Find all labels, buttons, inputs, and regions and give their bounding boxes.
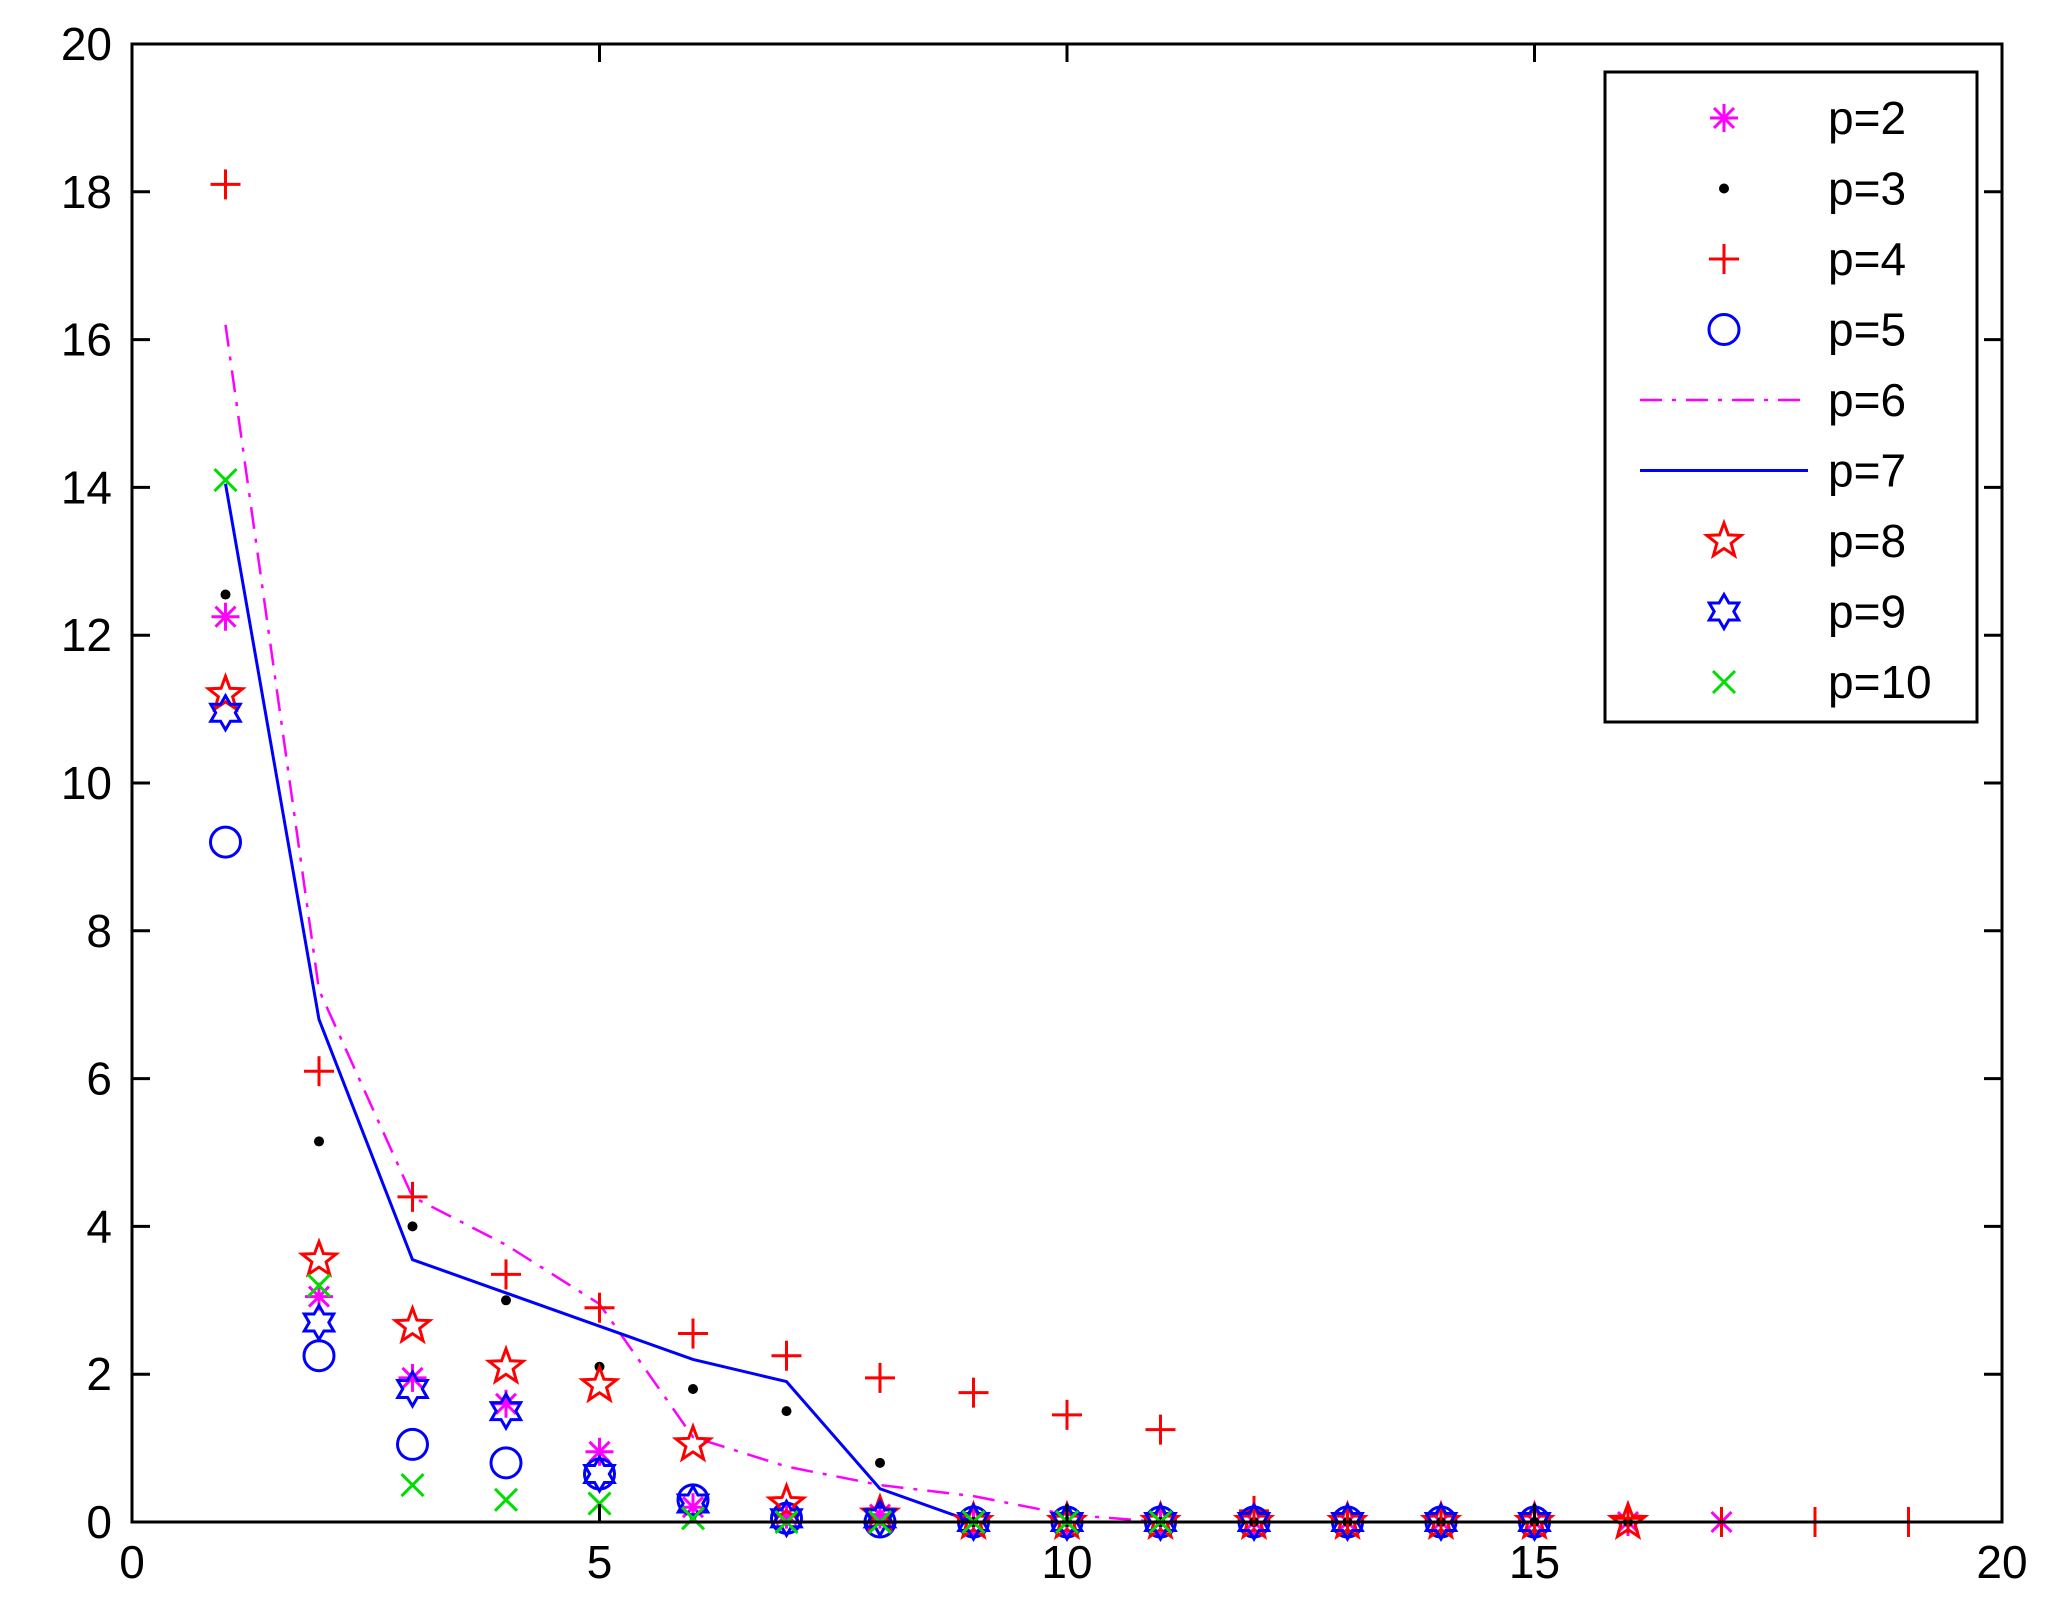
legend-swatch-p-4 bbox=[1709, 244, 1739, 274]
data-point-p-4 bbox=[958, 1377, 989, 1408]
data-point-p-3 bbox=[688, 1383, 698, 1394]
legend-label-p-4: p=4 bbox=[1828, 233, 1906, 285]
data-point-p-9 bbox=[208, 692, 243, 733]
y-tick-label: 10 bbox=[61, 757, 112, 809]
y-tick-label: 6 bbox=[86, 1053, 112, 1105]
y-tick-label: 16 bbox=[61, 314, 112, 366]
data-point-p-9 bbox=[1143, 1501, 1178, 1543]
data-point-p-4 bbox=[491, 1259, 521, 1290]
data-point-p-2 bbox=[211, 602, 240, 631]
data-point-p-9 bbox=[769, 1498, 804, 1539]
data-point-p-9 bbox=[1236, 1501, 1272, 1543]
legend-label-p-7: p=7 bbox=[1828, 445, 1906, 497]
data-point-p-4 bbox=[1145, 1414, 1176, 1445]
data-point-p-2 bbox=[585, 1437, 614, 1466]
legend-label-p-6: p=6 bbox=[1828, 374, 1906, 426]
y-tick-label: 2 bbox=[86, 1348, 112, 1400]
data-point-p-10 bbox=[493, 1487, 519, 1512]
data-point-p-10 bbox=[400, 1472, 425, 1498]
y-tick-label: 12 bbox=[61, 609, 112, 661]
data-point-p-3 bbox=[501, 1295, 511, 1306]
data-point-p-3 bbox=[781, 1406, 792, 1417]
data-point-p-10 bbox=[213, 467, 238, 493]
data-point-p-9 bbox=[1423, 1501, 1459, 1543]
data-point-p-9 bbox=[301, 1302, 337, 1343]
legend-label-p-9: p=9 bbox=[1828, 586, 1906, 638]
data-point-p-8 bbox=[765, 1481, 808, 1522]
x-tick-label: 10 bbox=[1041, 1536, 1092, 1588]
y-tick-label: 14 bbox=[61, 461, 112, 513]
data-point-p-8 bbox=[484, 1344, 528, 1385]
x-tick-label: 20 bbox=[1976, 1536, 2027, 1588]
data-point-p-4 bbox=[1052, 1399, 1082, 1430]
data-point-p-8 bbox=[391, 1303, 434, 1345]
data-point-p-9 bbox=[1049, 1501, 1085, 1543]
legend-swatch-p-10 bbox=[1711, 669, 1737, 695]
data-point-p-8 bbox=[671, 1422, 715, 1463]
data-point-p-8 bbox=[1606, 1499, 1650, 1541]
legend-label-p-3: p=3 bbox=[1828, 163, 1906, 215]
data-point-p-9 bbox=[1330, 1501, 1365, 1543]
data-point-p-4 bbox=[771, 1340, 802, 1371]
data-point-p-10 bbox=[680, 1506, 706, 1531]
data-point-p-5 bbox=[396, 1427, 429, 1461]
x-tick-label: 5 bbox=[587, 1536, 613, 1588]
legend-swatch-p-8 bbox=[1702, 518, 1746, 560]
data-point-p-10 bbox=[306, 1273, 332, 1298]
legend-swatch-p-9 bbox=[1706, 591, 1742, 632]
legend-box bbox=[1603, 70, 1979, 724]
data-point-p-4 bbox=[304, 1056, 334, 1087]
data-point-p-9 bbox=[488, 1391, 524, 1432]
data-point-p-3 bbox=[220, 589, 231, 600]
data-point-p-3 bbox=[314, 1136, 324, 1147]
x-tick-label: 0 bbox=[119, 1536, 145, 1588]
data-point-p-3 bbox=[875, 1457, 885, 1468]
data-point-p-9 bbox=[1517, 1501, 1552, 1543]
x-tick-label: 15 bbox=[1509, 1536, 1560, 1588]
data-point-p-9 bbox=[956, 1501, 991, 1543]
data-point-p-9 bbox=[582, 1453, 617, 1494]
data-point-p-4 bbox=[584, 1292, 615, 1323]
data-point-p-4 bbox=[865, 1362, 895, 1393]
data-point-p-8 bbox=[578, 1362, 621, 1404]
data-point-p-8 bbox=[204, 671, 247, 713]
legend-label-p-10: p=10 bbox=[1828, 656, 1932, 708]
legend-label-p-5: p=5 bbox=[1828, 304, 1906, 356]
legend: p=2 p=3 p=4 p=5 p=6 p=7 p=8 p=9 p=10 bbox=[1603, 70, 1979, 724]
data-point-p-3 bbox=[407, 1221, 418, 1232]
data-point-p-10 bbox=[587, 1491, 612, 1516]
legend-swatch-p-2 bbox=[1710, 104, 1738, 132]
y-tick-label: 8 bbox=[86, 905, 112, 957]
data-point-p-5 bbox=[489, 1446, 523, 1480]
data-point-p-4 bbox=[210, 169, 241, 200]
y-tick-label: 20 bbox=[61, 18, 112, 70]
legend-swatch-p-5 bbox=[1707, 313, 1741, 346]
axes: 0 5 10 15 20 0 2 4 6 8 10 12 14 16 18 20 bbox=[61, 18, 2028, 1588]
data-point-p-2 bbox=[398, 1363, 427, 1392]
legend-label-p-8: p=8 bbox=[1828, 515, 1906, 567]
data-point-p-9 bbox=[395, 1368, 430, 1409]
legend-swatch-p-3 bbox=[1719, 183, 1729, 194]
data-point-p-4 bbox=[397, 1181, 428, 1212]
data-point-p-4 bbox=[678, 1318, 708, 1349]
y-tick-label: 4 bbox=[86, 1200, 112, 1252]
data-point-p-5 bbox=[209, 825, 242, 859]
legend-label-p-2: p=2 bbox=[1828, 92, 1906, 144]
data-point-p-8 bbox=[297, 1237, 341, 1278]
data-point-p-9 bbox=[862, 1498, 898, 1539]
y-tick-label: 0 bbox=[86, 1496, 112, 1548]
y-tick-label: 18 bbox=[61, 166, 112, 218]
